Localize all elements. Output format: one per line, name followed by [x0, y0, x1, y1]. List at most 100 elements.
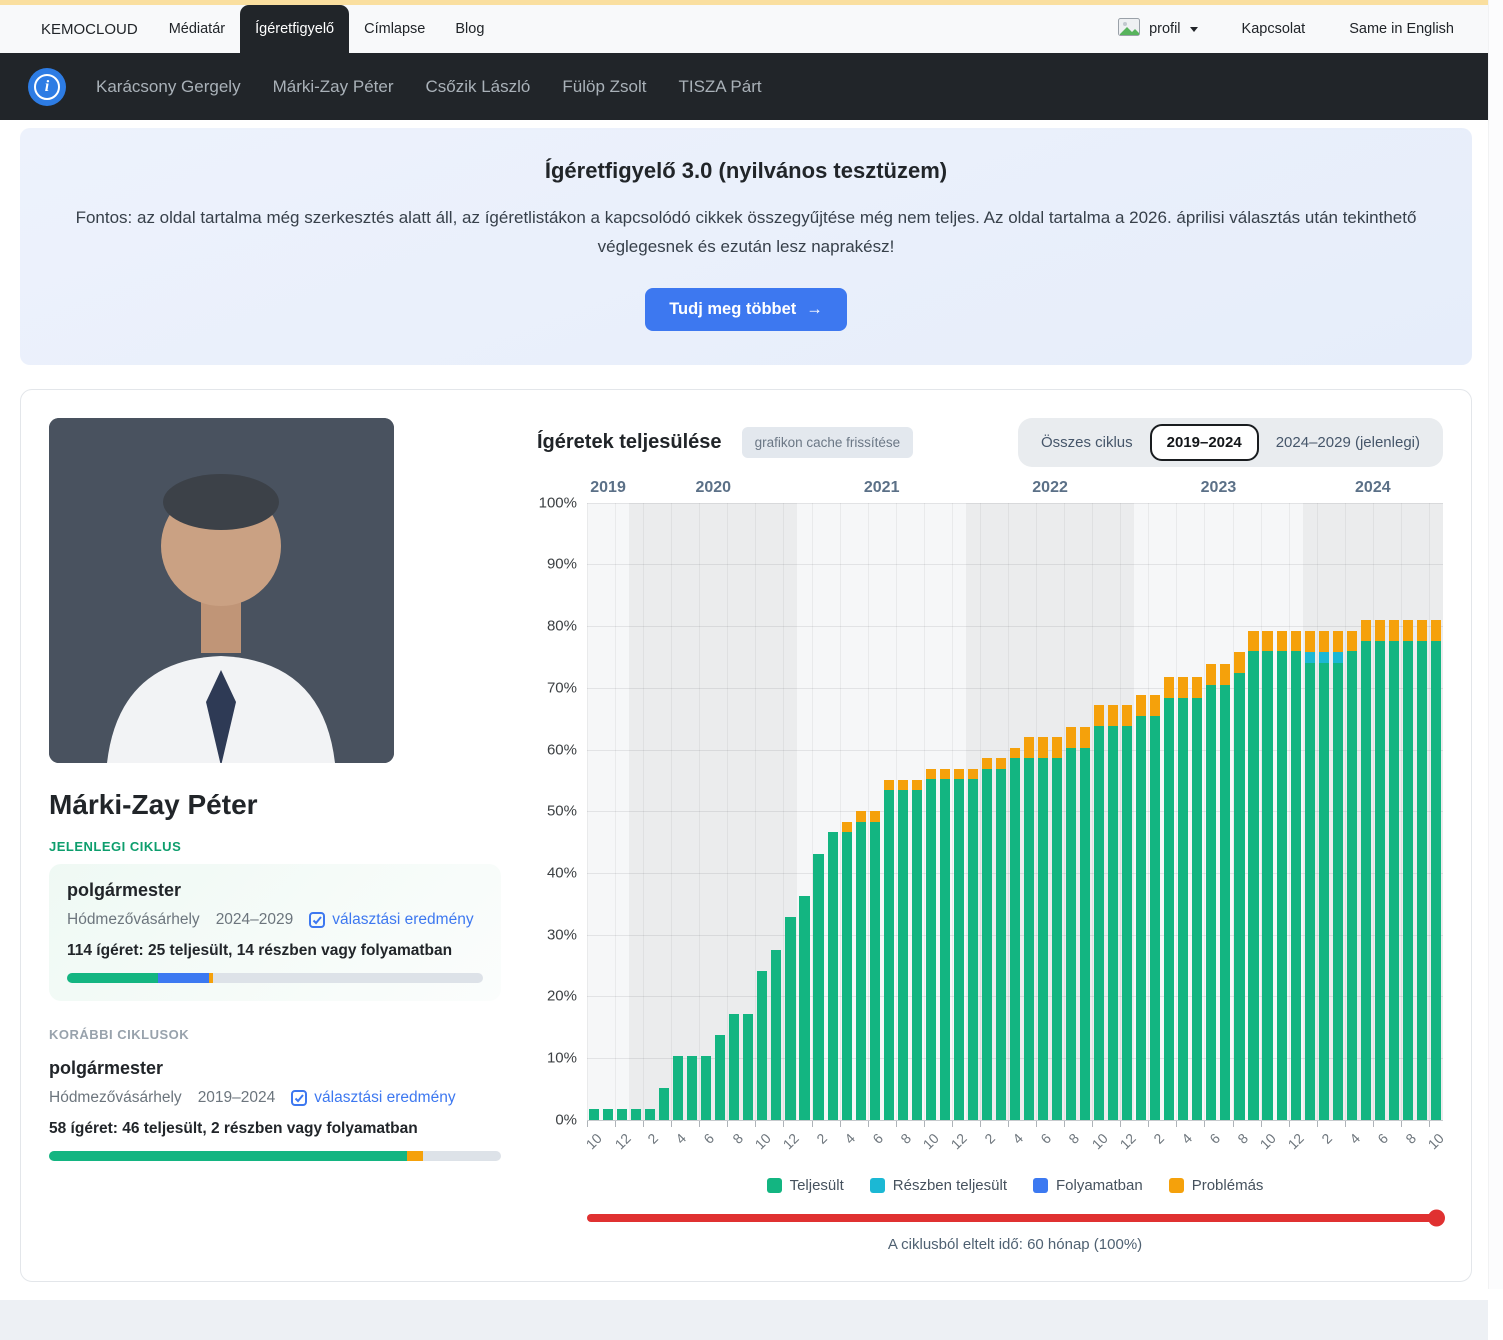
bar-segment-teljes-lt: [1262, 651, 1273, 1120]
bar-2021-11: [938, 503, 952, 1120]
bar-2020-05: [685, 503, 699, 1120]
gridline-v: [1148, 502, 1150, 1120]
x-tick: [755, 1120, 757, 1127]
year-band-2021: [797, 502, 966, 1120]
link-kapcsolat[interactable]: Kapcsolat: [1241, 21, 1306, 37]
bar-2022-03: [994, 503, 1008, 1120]
bar-2021-02: [812, 503, 826, 1120]
x-axis-label-2022-06: 6: [1037, 1129, 1055, 1147]
x-tick: [951, 1120, 953, 1127]
info-icon[interactable]: i: [28, 67, 66, 106]
x-axis-label-2021-02: 2: [813, 1129, 830, 1147]
slider-handle[interactable]: [1428, 1209, 1445, 1227]
learn-more-button[interactable]: Tudj meg többet →: [645, 287, 847, 331]
x-axis-label-2023-08: 8: [1234, 1129, 1251, 1147]
x-axis-label-2022-04: 4: [1009, 1129, 1027, 1147]
gridline-v: [671, 502, 673, 1120]
x-tick: [979, 1120, 981, 1127]
gridline-h-100: [587, 502, 1443, 504]
bar-segment-teljes-lt: [1220, 685, 1231, 1120]
x-tick: [783, 1120, 785, 1127]
tab-blog[interactable]: Blog: [455, 21, 485, 37]
bar-2020-01: [629, 503, 643, 1120]
cycle-tab-2019-2024[interactable]: 2019–2024: [1149, 423, 1259, 461]
bar-segment-teljes-lt: [939, 779, 950, 1120]
x-tick: [839, 1120, 841, 1127]
x-axis-label-2023-02: 2: [1149, 1129, 1167, 1147]
election-result-link[interactable]: választási eredmény: [291, 1089, 456, 1107]
arrow-right-icon: →: [806, 299, 823, 318]
gridline-v: [1232, 502, 1234, 1120]
election-result-link[interactable]: választási eredmény: [309, 911, 474, 929]
profile-photo: [49, 417, 394, 763]
progress-segment-probl-m-s: [407, 1150, 423, 1161]
bar-segment-teljes-lt: [1094, 726, 1105, 1120]
y-axis-label-30: 30%: [546, 926, 577, 944]
y-axis-label-50: 50%: [546, 802, 577, 820]
cycle-tab-2024-2029-jelenlegi[interactable]: 2024–2029 (jelenlegi): [1275, 433, 1420, 451]
bar-2022-07: [1050, 503, 1064, 1120]
y-axis-label-0: 0%: [555, 1111, 577, 1129]
bar-2023-12: [1289, 503, 1303, 1120]
time-slider[interactable]: [587, 1209, 1445, 1227]
bar-2020-12: [783, 503, 797, 1120]
x-tick: [727, 1120, 729, 1127]
bar-segment-teljes-lt: [1276, 651, 1287, 1120]
gridline-v: [1176, 502, 1178, 1120]
gridline-v: [1007, 502, 1009, 1120]
scrollbar-gutter[interactable]: [1488, 0, 1503, 1289]
nav-link-tisza-p-rt[interactable]: TISZA Párt: [678, 76, 762, 96]
x-tick: [1316, 1120, 1318, 1127]
bar-segment-teljes-lt: [771, 949, 782, 1120]
x-axis-label-2020-04: 4: [672, 1129, 690, 1147]
link-same-in-english[interactable]: Same in English: [1349, 21, 1454, 37]
profile-dropdown[interactable]: profil: [1118, 18, 1198, 40]
legend-item-teljes-lt[interactable]: Teljesült: [766, 1177, 844, 1194]
cycle-tab-sszes-ciklus[interactable]: Összes ciklus: [1040, 433, 1133, 451]
legend-item-folyamatban[interactable]: Folyamatban: [1033, 1177, 1143, 1194]
bar-2021-07: [882, 503, 896, 1120]
tab-m-diat-r[interactable]: Médiatár: [168, 21, 226, 37]
bar-2020-09: [741, 503, 755, 1120]
bar-segment-probl-m-s: [1108, 705, 1119, 727]
y-axis-label-40: 40%: [546, 864, 577, 882]
bar-segment-probl-m-s: [897, 779, 908, 791]
brand-kemocloud[interactable]: KEMOCLOUD: [41, 20, 138, 38]
year-band-2023: [1134, 502, 1303, 1120]
nav-link-kar-csony-gergely[interactable]: Karácsony Gergely: [96, 76, 241, 96]
profile-dropdown-label: profil: [1149, 21, 1181, 37]
bar-2023-08: [1232, 503, 1246, 1120]
gridline-v: [1288, 502, 1290, 1120]
nav-link-cs-zik-l-szl[interactable]: Csőzik László: [425, 76, 531, 96]
chart-header: Ígéretek teljesülése grafikon cache fris…: [537, 417, 1443, 467]
tab-c-mlapse[interactable]: Címlapse: [364, 21, 426, 37]
x-tick: [1064, 1120, 1066, 1127]
gridline-v: [1344, 502, 1346, 1120]
x-axis-label-2022-10: 10: [1088, 1129, 1111, 1153]
tab-g-retfigyel[interactable]: Ígéretfigyelő: [240, 5, 350, 53]
promise-chart: 2019 2020 2021 2022 2023 2024 0% 10% 20% 30% 40% 5…: [537, 479, 1448, 1253]
bar-2022-05: [1022, 503, 1036, 1120]
legend-item-r-szben-teljes-lt[interactable]: Részben teljesült: [869, 1177, 1007, 1194]
nav-link-m-rki-zay-p-ter[interactable]: Márki-Zay Péter: [272, 76, 394, 96]
refresh-cache-button[interactable]: grafikon cache frissítése: [741, 426, 914, 458]
bar-segment-probl-m-s: [1052, 737, 1063, 759]
bar-2021-01: [797, 503, 811, 1120]
current-cycle-card: polgármester Hódmezővásárhely 2024–2029 …: [49, 863, 501, 1001]
legend-item-probl-m-s[interactable]: Problémás: [1168, 1177, 1263, 1194]
bar-segment-probl-m-s: [1164, 676, 1175, 698]
bar-segment-r-szben-teljes-lt: [1318, 652, 1329, 663]
y-axis-label-90: 90%: [546, 555, 577, 573]
gridline-h-70: [587, 687, 1443, 689]
bar-segment-probl-m-s: [1122, 705, 1133, 727]
promise-progress-bar: [49, 1150, 501, 1161]
nav-link-f-l-p-zsolt[interactable]: Fülöp Zsolt: [562, 76, 647, 96]
gridline-v: [811, 502, 813, 1120]
bar-segment-probl-m-s: [995, 758, 1006, 769]
x-axis-label-2019-12: 12: [611, 1129, 634, 1153]
x-tick: [895, 1120, 897, 1127]
x-tick: [1148, 1120, 1150, 1127]
chart-title: Ígéretek teljesülése: [537, 430, 722, 453]
top-tab-bar: KEMOCLOUD Médiatár Ígéretfigyelő Címlapse Bl…: [0, 5, 1488, 53]
bar-segment-probl-m-s: [841, 821, 852, 833]
